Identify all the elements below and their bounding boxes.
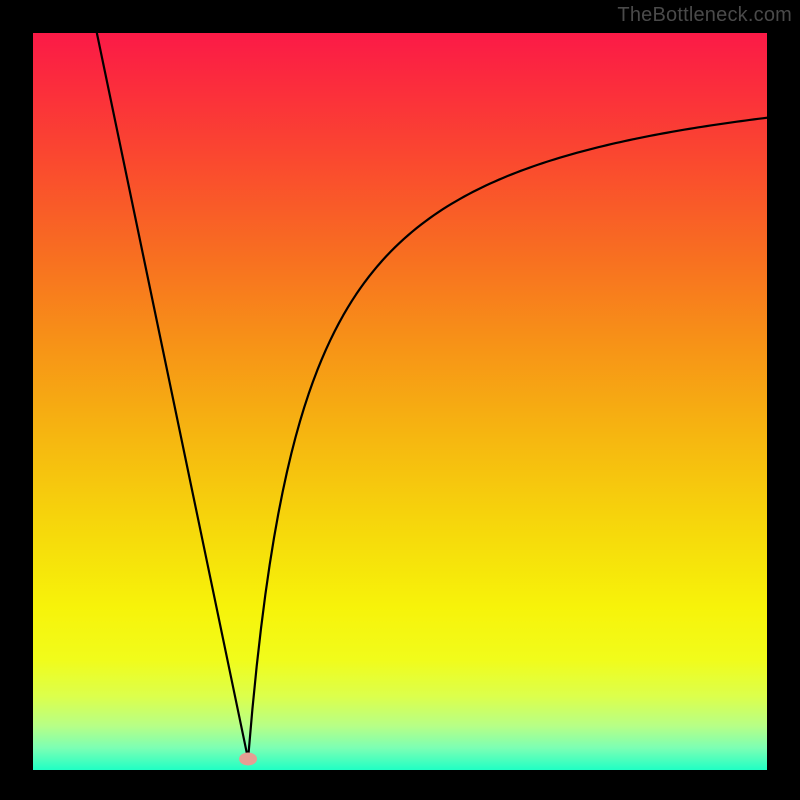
- curve-layer: [33, 33, 767, 770]
- bottleneck-curve: [97, 33, 767, 759]
- vertex-marker: [239, 752, 257, 765]
- chart-container: TheBottleneck.com: [0, 0, 800, 800]
- watermark-text: TheBottleneck.com: [617, 4, 792, 27]
- plot-area: [33, 33, 767, 770]
